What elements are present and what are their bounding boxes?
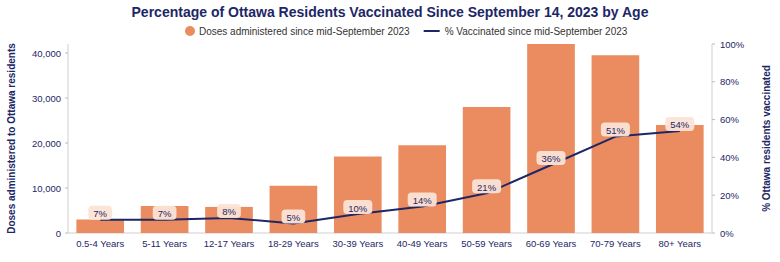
data-label-group: 8%: [217, 204, 241, 218]
y2-tick: [712, 157, 715, 158]
y-tick-label: 20,000: [32, 138, 61, 149]
data-label: 51%: [606, 125, 626, 136]
data-label-group: 10%: [343, 200, 372, 214]
y2-tick-label: 80%: [720, 76, 740, 87]
data-label: 8%: [222, 206, 236, 217]
legend-label: Doses administered since mid-September 2…: [199, 26, 410, 37]
y-tick: [65, 53, 68, 54]
y2-tick-label: 40%: [720, 152, 740, 163]
y-tick-label: 0: [56, 228, 61, 239]
y-tick: [65, 98, 68, 99]
x-tick-label: 18-29 Years: [268, 238, 319, 249]
chart: Percentage of Ottawa Residents Vaccinate…: [0, 0, 780, 262]
data-label-group: 36%: [536, 151, 565, 165]
bar: [656, 125, 704, 233]
data-label: 54%: [670, 119, 690, 130]
y2-tick: [712, 44, 715, 45]
data-label: 5%: [287, 212, 301, 223]
data-label-bg: [665, 117, 694, 131]
bar: [398, 145, 446, 233]
data-label: 10%: [348, 203, 368, 214]
data-label-bg: [343, 200, 372, 214]
data-label-group: 51%: [601, 123, 630, 137]
data-label-group: 14%: [408, 193, 437, 207]
data-label-bg: [408, 193, 437, 207]
data-label-bg: [601, 123, 630, 137]
y2-tick-label: 0%: [720, 228, 734, 239]
data-label: 36%: [541, 153, 561, 164]
x-tick-label: 70-79 Years: [590, 238, 641, 249]
bar: [270, 186, 318, 233]
bar: [527, 44, 575, 233]
y2-tick: [712, 119, 715, 120]
data-label: 14%: [413, 195, 433, 206]
y-tick: [65, 233, 68, 234]
data-label-bg: [536, 151, 565, 165]
y-axis-title: Doses administered to Ottawa residents: [6, 43, 17, 234]
y-tick-label: 10,000: [32, 183, 61, 194]
y2-tick-label: 100%: [720, 39, 745, 50]
title: Percentage of Ottawa Residents Vaccinate…: [132, 4, 649, 20]
x-tick-label: 60-69 Years: [526, 238, 577, 249]
data-labels: 7% 7% 8% 5% 10% 14% 21% 36% 51% 54%: [88, 117, 694, 224]
legend-swatch: [424, 30, 440, 32]
data-label-group: 5%: [282, 210, 306, 224]
y2-tick-label: 20%: [720, 190, 740, 201]
data-label: 7%: [158, 208, 172, 219]
y2-axis-title: % Ottawa residents vaccinated: [761, 65, 772, 212]
x-tick-label: 12-17 Years: [204, 238, 255, 249]
data-label-bg: [153, 206, 177, 220]
y2-tick: [712, 233, 715, 234]
data-label-group: 21%: [472, 179, 501, 193]
bar: [463, 107, 511, 233]
data-label-bg: [217, 204, 241, 218]
data-label-bg: [88, 206, 112, 220]
data-label: 21%: [477, 182, 497, 193]
data-label: 7%: [93, 208, 107, 219]
y2-tick: [712, 81, 715, 82]
y-tick: [65, 143, 68, 144]
data-label-group: 54%: [665, 117, 694, 131]
x-tick-label: 50-59 Years: [461, 238, 512, 249]
data-label-bg: [282, 210, 306, 224]
x-tick-label: 30-39 Years: [332, 238, 383, 249]
x-tick-label: 80+ Years: [659, 238, 702, 249]
y2-tick-label: 60%: [720, 114, 740, 125]
y-tick-label: 30,000: [32, 93, 61, 104]
y2-tick: [712, 195, 715, 196]
bar: [334, 157, 382, 234]
legend-swatch: [185, 26, 195, 36]
bar: [76, 220, 124, 234]
data-label-group: 7%: [88, 206, 112, 220]
x-tick-label: 40-49 Years: [397, 238, 448, 249]
line: [100, 131, 680, 224]
axes: 0 10,000 20,000 30,000 40,000 0% 20% 40% 60% 80% 1…: [32, 39, 745, 250]
data-label-group: 7%: [153, 206, 177, 220]
y2-axis-line: [712, 44, 713, 233]
x-tick-label: 5-11 Years: [142, 238, 187, 249]
y-axis-line: [68, 44, 69, 233]
marks: [76, 44, 703, 233]
data-label-bg: [472, 179, 501, 193]
x-tick-label: 0.5-4 Years: [76, 238, 124, 249]
y-tick-label: 40,000: [32, 48, 61, 59]
legend: Doses administered since mid-September 2…: [185, 26, 628, 37]
y-tick: [65, 188, 68, 189]
legend-label: % Vaccinated since mid-September 2023: [445, 26, 628, 37]
